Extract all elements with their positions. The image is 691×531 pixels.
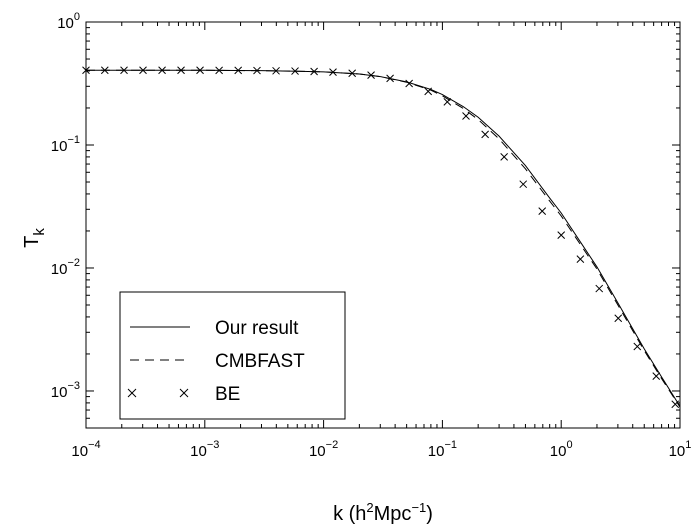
data-point-be: [310, 67, 318, 76]
data-point-be: [329, 68, 337, 77]
y-axis-label: Tk: [21, 228, 48, 248]
ticks-layer: 10−4 10−3 10−2 10−1 100 101 10−3 10−2 10−1 100: [51, 11, 691, 460]
data-point-be: [462, 112, 470, 120]
data-point-be: [139, 66, 147, 75]
data-point-be: [595, 284, 604, 293]
data-point-be: [481, 130, 490, 139]
data-point-be: [671, 400, 680, 409]
y-tick-label: 10−2: [51, 257, 80, 278]
data-point-be: [272, 66, 280, 75]
data-point-be: [405, 79, 414, 88]
data-point-be: [367, 71, 375, 79]
legend-label-cmbfast: CMBFAST: [215, 351, 305, 372]
series-be-markers: [82, 66, 680, 409]
data-point-be: [424, 87, 433, 96]
legend-label-our-result: Our result: [215, 318, 299, 339]
data-point-be: [100, 66, 109, 75]
data-point-be: [177, 66, 185, 75]
data-point-be: [443, 98, 452, 106]
legend-label-be: BE: [215, 384, 240, 405]
data-point-be: [386, 74, 394, 83]
data-point-be: [500, 153, 509, 161]
data-point-be: [614, 314, 623, 323]
data-point-be: [158, 66, 166, 75]
data-point-be: [519, 180, 528, 189]
data-point-be: [538, 207, 547, 215]
data-point-be: [215, 66, 223, 75]
y-tick-label: 100: [57, 11, 80, 32]
data-point-be: [291, 67, 299, 75]
data-point-be: [120, 66, 128, 75]
x-tick-label: 10−3: [190, 439, 219, 460]
legend-box: [119, 291, 346, 420]
data-point-be: [633, 342, 642, 351]
data-point-be: [234, 66, 243, 75]
x-axis-label: k (h2Mpc−1): [333, 500, 433, 525]
series-line-cmbfast: [86, 69, 681, 408]
x-tick-label: 10−2: [309, 439, 338, 460]
legend: Our result CMBFAST BE: [119, 291, 346, 420]
data-point-be: [253, 66, 261, 75]
plot-frame: [85, 21, 681, 429]
x-tick-label: 100: [550, 439, 573, 460]
data-point-be: [652, 372, 661, 380]
data-point-be: [82, 66, 90, 75]
x-tick-label: 101: [669, 439, 691, 460]
x-tick-label: 10−4: [71, 439, 100, 460]
y-tick-label: 10−1: [51, 134, 80, 155]
legend-swatch-be: [127, 388, 189, 398]
data-point-be: [196, 66, 204, 75]
series-layer: [82, 66, 681, 409]
data-point-be: [348, 69, 357, 78]
x-tick-label: 10−1: [428, 439, 457, 460]
data-point-be: [576, 255, 585, 263]
y-tick-label: 10−3: [51, 380, 80, 401]
data-point-be: [557, 231, 566, 239]
